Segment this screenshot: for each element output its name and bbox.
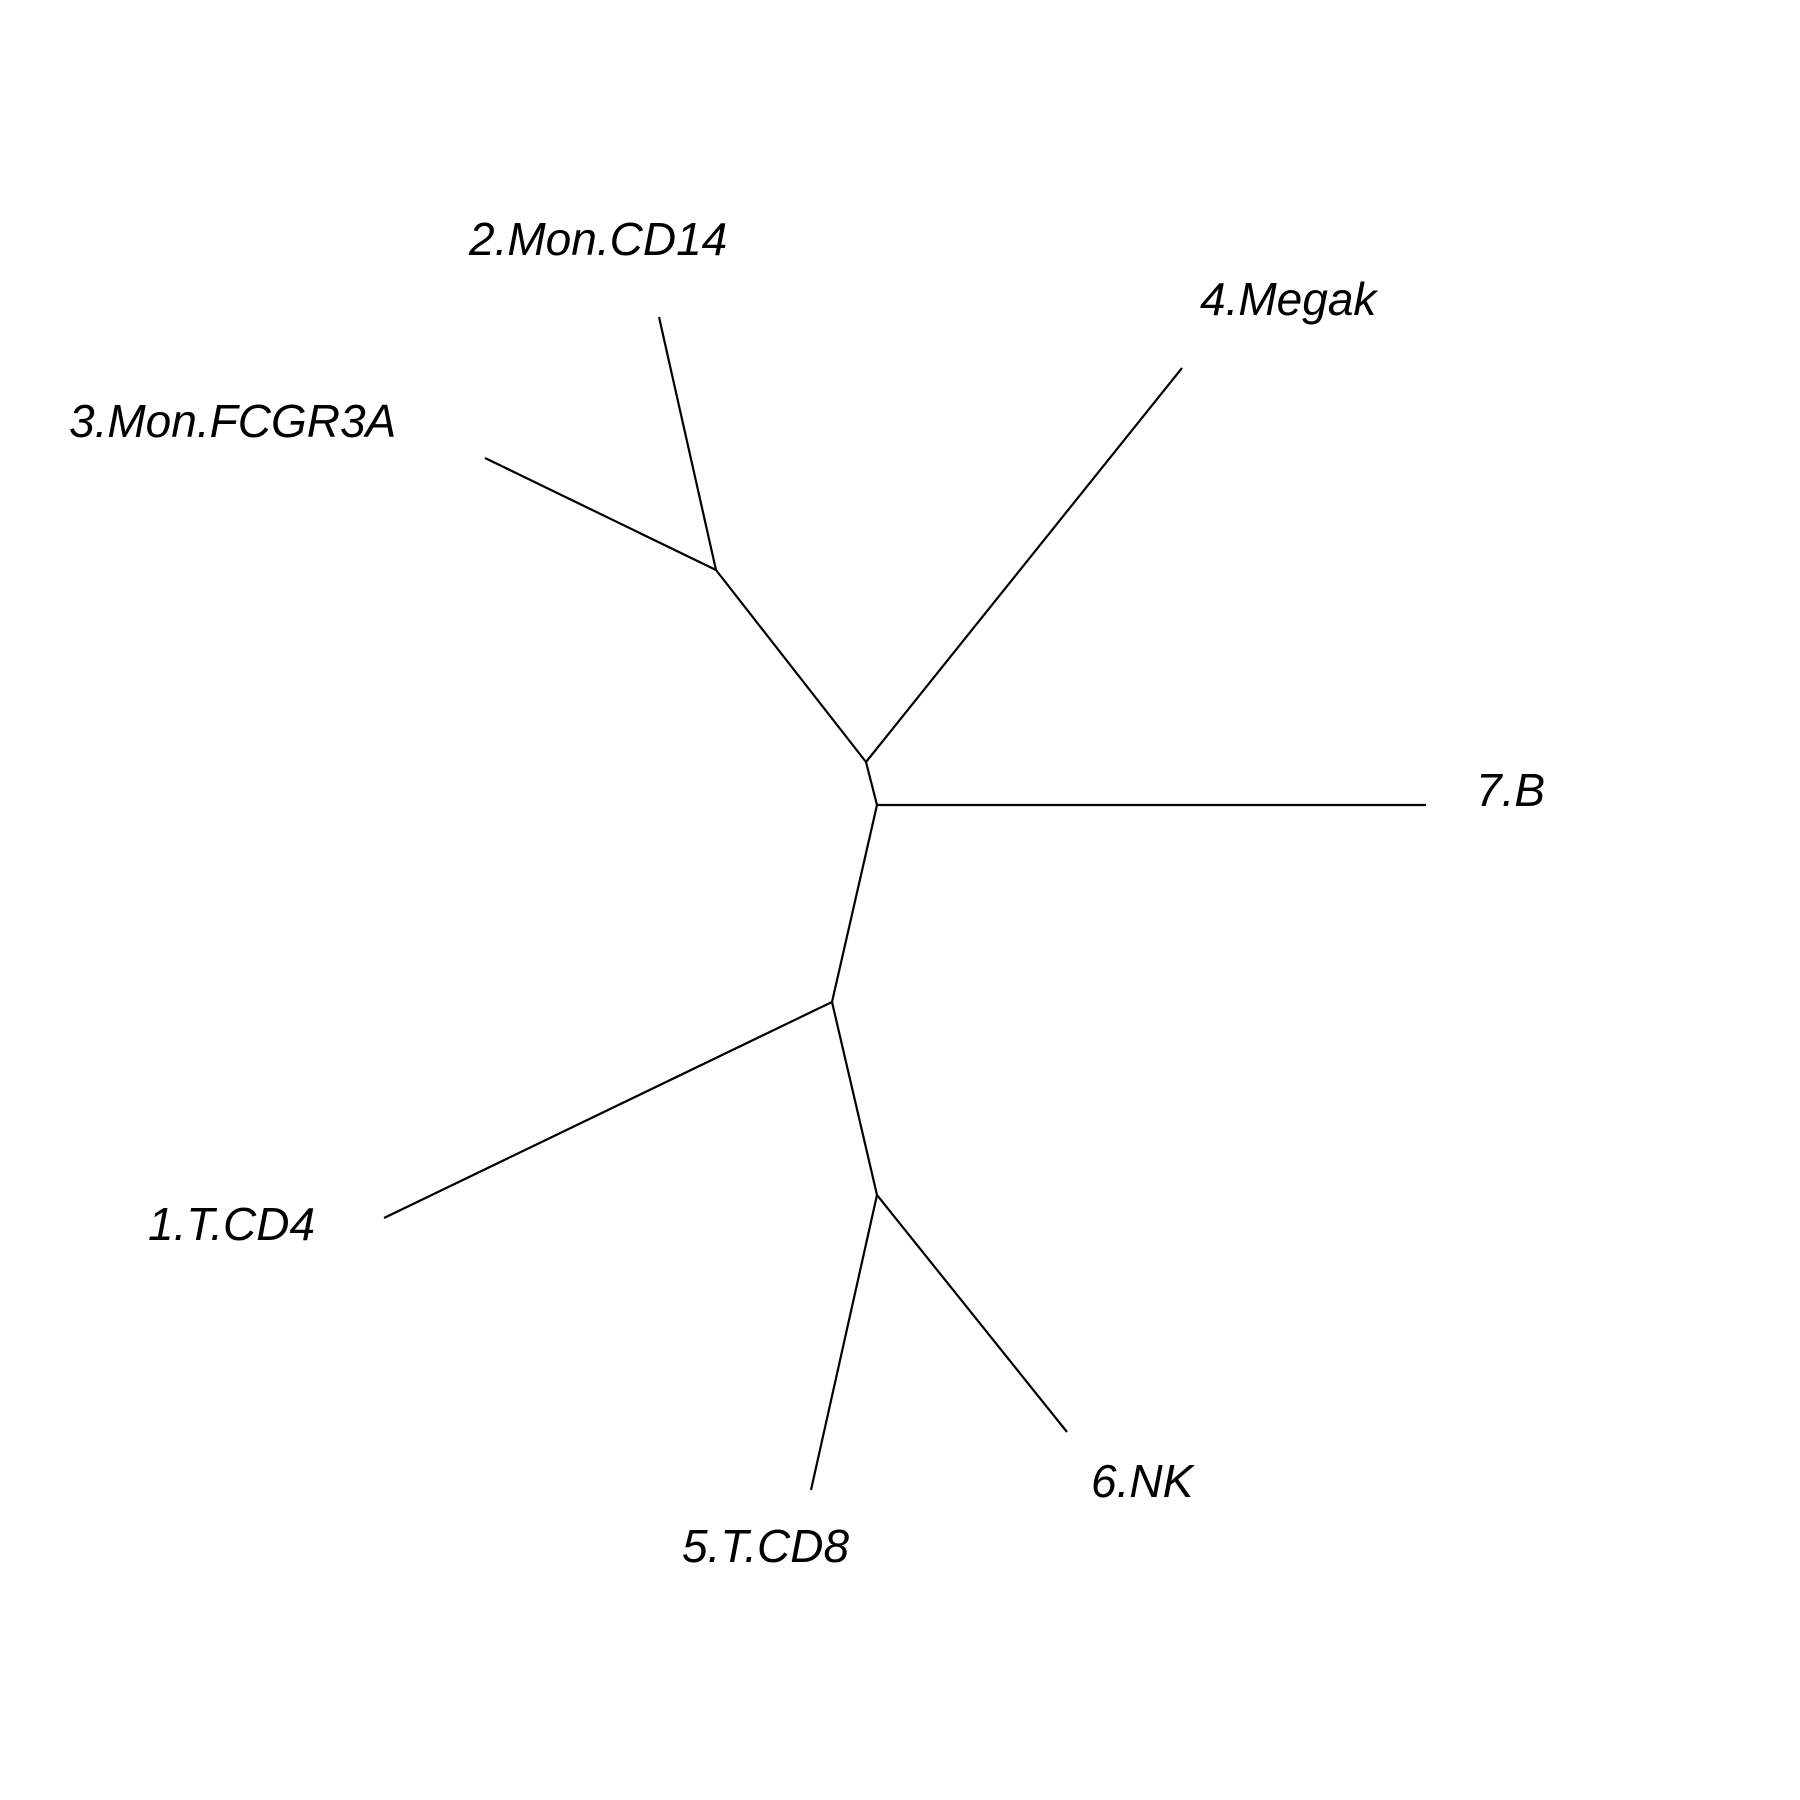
branch-tip-3-mon-fcgr3a	[484, 457, 717, 571]
branch-inner-monocyte-clade	[715, 569, 867, 763]
branch-tip-1-t-cd4	[383, 1001, 833, 1219]
branch-tip-4-megak	[865, 367, 1183, 763]
tip-label-1-t-cd4: 1.T.CD4	[148, 1198, 315, 1250]
branch-inner-center-to-lower	[830, 804, 879, 1003]
tip-label-3-mon-fcgr3a: 3.Mon.FCGR3A	[69, 395, 396, 447]
branch-inner-upper-to-center	[864, 761, 879, 806]
branch-tip-5-t-cd8	[809, 1194, 879, 1491]
tip-label-7-b: 7.B	[1476, 764, 1545, 816]
tip-label-6-nk: 6.NK	[1091, 1455, 1196, 1507]
tip-label-2-mon-cd14: 2.Mon.CD14	[468, 213, 727, 265]
branch-tip-2-mon-cd14	[657, 316, 718, 571]
tip-label-5-t-cd8: 5.T.CD8	[682, 1520, 849, 1572]
branch-tip-6-nk	[876, 1194, 1068, 1433]
tip-label-4-megak: 4.Megak	[1200, 273, 1378, 325]
branch-inner-lower-to-nk-clade	[830, 1001, 879, 1196]
